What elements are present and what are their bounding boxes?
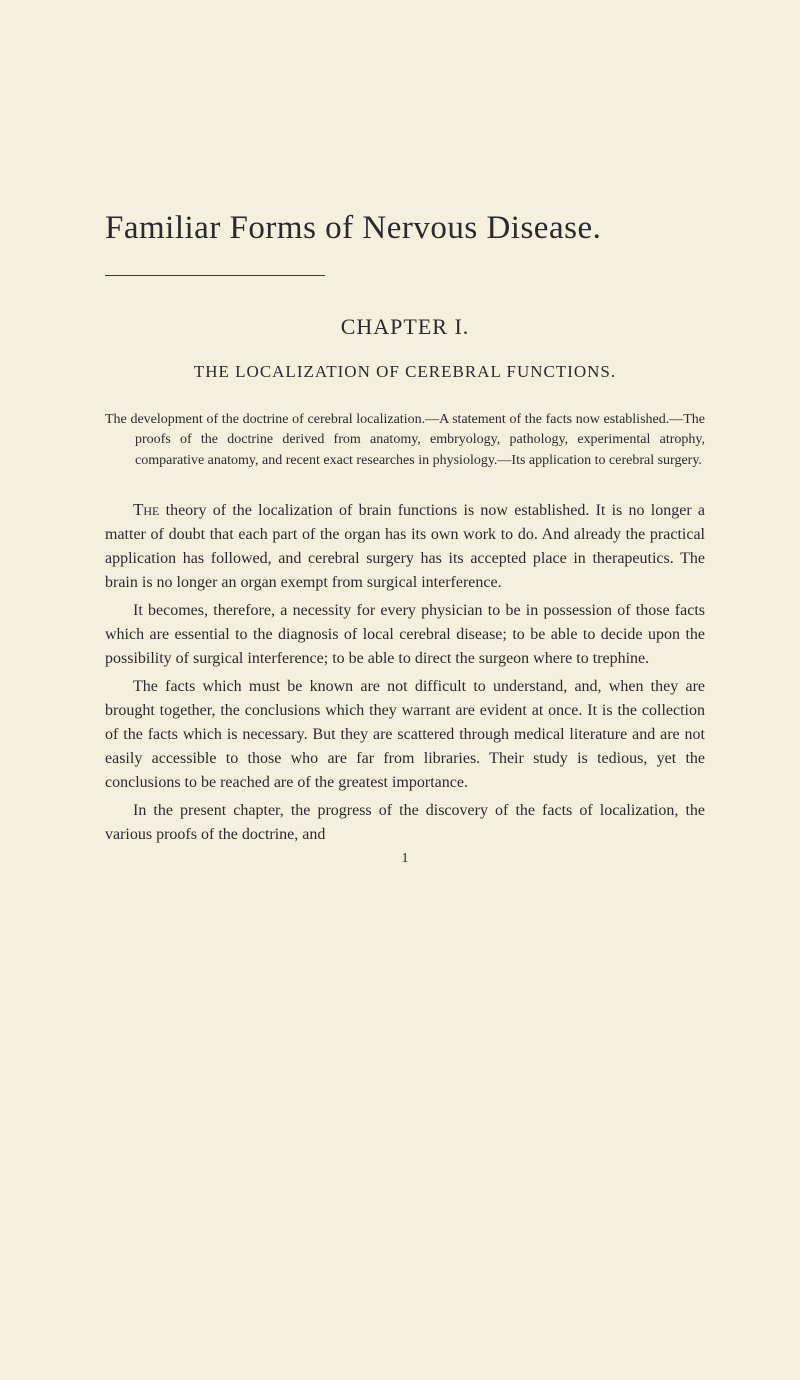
book-title: Familiar Forms of Nervous Disease. [105,210,705,247]
chapter-synopsis: The development of the doctrine of cereb… [105,410,705,471]
body-paragraph-3: The facts which must be known are not di… [105,675,705,795]
page-number: 1 [105,851,705,867]
body-paragraph-4: In the present chapter, the progress of … [105,799,705,847]
chapter-heading: CHAPTER I. [105,314,705,340]
title-rule [105,275,325,276]
body-paragraph-2: It becomes, therefore, a necessity for e… [105,599,705,671]
lead-word: The [133,500,159,519]
para1-text: theory of the localization of brain func… [105,502,705,591]
body-paragraph-1: The theory of the localization of brain … [105,497,705,595]
chapter-subtitle: THE LOCALIZATION OF CEREBRAL FUNCTIONS. [105,362,705,382]
